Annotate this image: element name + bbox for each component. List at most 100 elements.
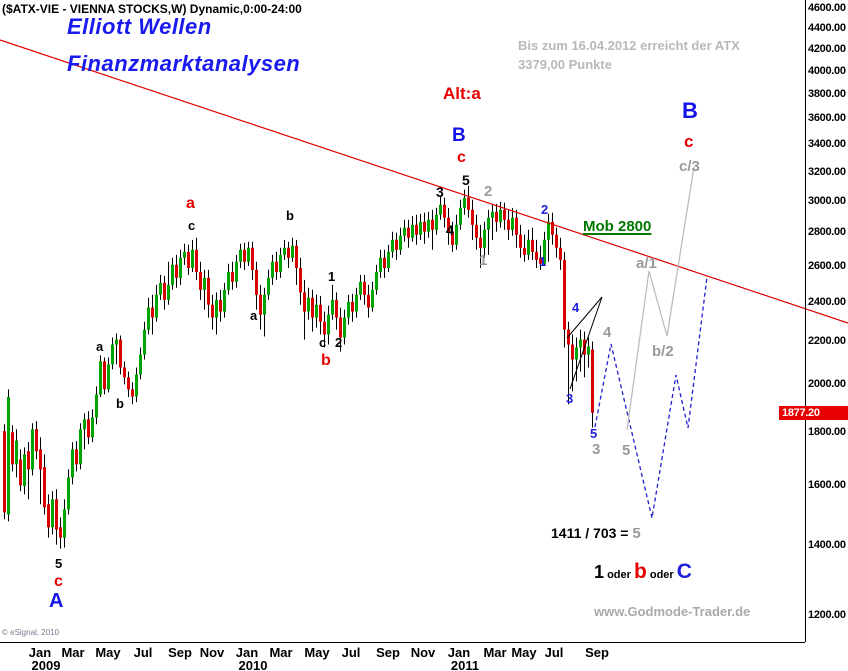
candle-up bbox=[331, 299, 334, 315]
forecast-note-line2: 3379,00 Punkte bbox=[518, 57, 612, 72]
candle-down bbox=[275, 261, 278, 272]
candle-down bbox=[35, 429, 38, 452]
candle-down bbox=[539, 257, 542, 264]
candle-up bbox=[391, 239, 394, 252]
candle-down bbox=[27, 451, 30, 470]
candle-up bbox=[7, 396, 10, 515]
wave-label: 1 bbox=[328, 269, 336, 284]
candle-down bbox=[503, 209, 506, 220]
month-tick-label: Mar bbox=[61, 645, 85, 660]
wave-label: 2 bbox=[335, 335, 343, 350]
candle-down bbox=[255, 269, 258, 295]
candle-down bbox=[299, 267, 302, 293]
price-tick-label: 2200.00 bbox=[808, 335, 846, 348]
candle-up bbox=[247, 247, 250, 262]
candle-up bbox=[543, 239, 546, 264]
month-tick-label: Jan bbox=[28, 645, 52, 660]
candle-down bbox=[591, 349, 594, 413]
candle-up bbox=[71, 449, 74, 478]
wave-label: b bbox=[321, 352, 331, 369]
candle-up bbox=[227, 271, 230, 290]
month-tick-label: Sep bbox=[376, 645, 400, 660]
price-tick-label: 2000.00 bbox=[808, 378, 846, 391]
candle-down bbox=[55, 499, 58, 530]
candle-down bbox=[519, 234, 522, 248]
month-tick-label: May bbox=[304, 645, 330, 660]
candle-down bbox=[507, 219, 510, 230]
candle-down bbox=[523, 247, 526, 255]
candle-up bbox=[23, 454, 26, 487]
candle-down bbox=[395, 239, 398, 250]
wave-label: b bbox=[286, 208, 294, 223]
wave-label: B bbox=[452, 125, 466, 146]
candle-down bbox=[131, 389, 134, 397]
wave-label: b bbox=[116, 396, 124, 411]
wave-label: c bbox=[457, 149, 466, 166]
candle-down bbox=[39, 449, 42, 470]
wave-label: 3 bbox=[436, 184, 444, 200]
candle-down bbox=[467, 197, 470, 210]
candle-down bbox=[567, 329, 570, 345]
candle-down bbox=[443, 204, 446, 218]
candle-down bbox=[423, 221, 426, 232]
candle-up bbox=[403, 227, 406, 236]
wave-label: 5 bbox=[590, 426, 598, 441]
candle-down bbox=[251, 247, 254, 270]
candle-down bbox=[11, 432, 14, 465]
price-tick-label: 2600.00 bbox=[808, 259, 846, 272]
candle-up bbox=[527, 239, 530, 255]
price-tick-label: 1600.00 bbox=[808, 478, 846, 491]
candle-down bbox=[471, 209, 474, 225]
candle-down bbox=[447, 217, 450, 232]
candle-down bbox=[531, 239, 534, 252]
wave-label: 3 bbox=[566, 391, 574, 406]
scenario-note-part: b bbox=[633, 560, 647, 583]
candle-up bbox=[135, 374, 138, 397]
candle-down bbox=[515, 217, 518, 235]
candle-up bbox=[183, 251, 186, 258]
month-tick-label: Jul bbox=[341, 645, 361, 660]
wave-label: 5 bbox=[55, 556, 63, 571]
esignal-credit: © eSignal, 2010 bbox=[2, 628, 60, 637]
month-tick-label: Jul bbox=[133, 645, 153, 660]
candle-up bbox=[371, 289, 374, 308]
channel-line bbox=[569, 296, 603, 390]
channel-line bbox=[566, 296, 603, 339]
candle-down bbox=[47, 504, 50, 528]
scenario-note-part: oder bbox=[604, 569, 634, 581]
candle-up bbox=[215, 299, 218, 318]
candle-down bbox=[295, 245, 298, 268]
candle-up bbox=[587, 346, 590, 355]
wave-label: 1 bbox=[479, 252, 488, 269]
candle-down bbox=[75, 449, 78, 465]
candle-down bbox=[407, 227, 410, 238]
price-tick-label: 1800.00 bbox=[808, 425, 846, 438]
scenario-note: 1 oder b oder C bbox=[594, 560, 692, 584]
candle-up bbox=[411, 224, 414, 238]
candle-up bbox=[347, 301, 350, 318]
candle-up bbox=[63, 509, 66, 538]
candle-up bbox=[147, 307, 150, 330]
wave-label: 5 bbox=[462, 172, 470, 188]
candle-up bbox=[263, 294, 266, 315]
candle-up bbox=[575, 347, 578, 360]
wave-label: 3 bbox=[592, 441, 601, 458]
candle-down bbox=[551, 221, 554, 235]
candle-up bbox=[203, 277, 206, 290]
wave-label: 4 bbox=[572, 300, 580, 315]
candle-down bbox=[555, 234, 558, 248]
price-tick-label: 3600.00 bbox=[808, 112, 846, 125]
price-tick-label: 4000.00 bbox=[808, 64, 846, 77]
forecast-note: Bis zum 16.04.2012 erreicht der ATX 3379… bbox=[518, 36, 740, 74]
candle-up bbox=[107, 364, 110, 390]
wave-label: 4 bbox=[446, 222, 454, 238]
month-tick-label: Sep bbox=[585, 645, 609, 660]
candle-up bbox=[31, 429, 34, 470]
candle-up bbox=[279, 254, 282, 272]
candle-up bbox=[271, 261, 274, 278]
last-price-value: 1877.20 bbox=[782, 406, 820, 419]
candle-down bbox=[563, 259, 566, 330]
candle-up bbox=[223, 289, 226, 312]
candle-up bbox=[191, 249, 194, 268]
